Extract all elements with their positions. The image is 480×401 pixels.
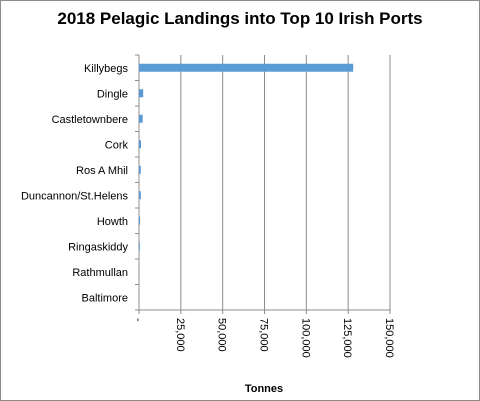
y-tick-label: Baltimore	[82, 292, 128, 304]
y-tick-label: Killybegs	[84, 63, 129, 75]
bar	[139, 216, 141, 225]
x-tick-label: 25,000	[174, 318, 186, 352]
x-tick-label: 50,000	[216, 318, 228, 352]
y-tick-label: Ros A Mhil	[76, 165, 128, 177]
bar	[139, 165, 141, 174]
x-tick-label: 75,000	[258, 318, 270, 352]
x-tick-label: -	[132, 318, 144, 322]
x-tick-label: 125,000	[341, 318, 353, 358]
bar	[139, 140, 142, 149]
bar	[139, 191, 141, 200]
bar	[139, 89, 144, 98]
x-tick-label: 100,000	[299, 318, 311, 358]
y-tick-label: Howth	[97, 216, 128, 228]
x-axis-label: Tonnes	[244, 383, 284, 395]
y-tick-label: Dingle	[97, 88, 128, 100]
x-tick-label: 150,000	[383, 318, 395, 358]
bar	[139, 63, 354, 72]
y-tick-label: Rathmullan	[72, 267, 128, 279]
y-tick-label: Ringaskiddy	[68, 241, 128, 253]
y-tick-label: Duncannon/St.Helens	[21, 190, 129, 202]
bar	[139, 114, 143, 123]
y-tick-label: Castletownbere	[52, 114, 128, 126]
bar	[139, 242, 140, 251]
y-tick-label: Cork	[105, 139, 129, 151]
chart-title: 2018 Pelagic Landings into Top 10 Irish …	[57, 9, 423, 28]
